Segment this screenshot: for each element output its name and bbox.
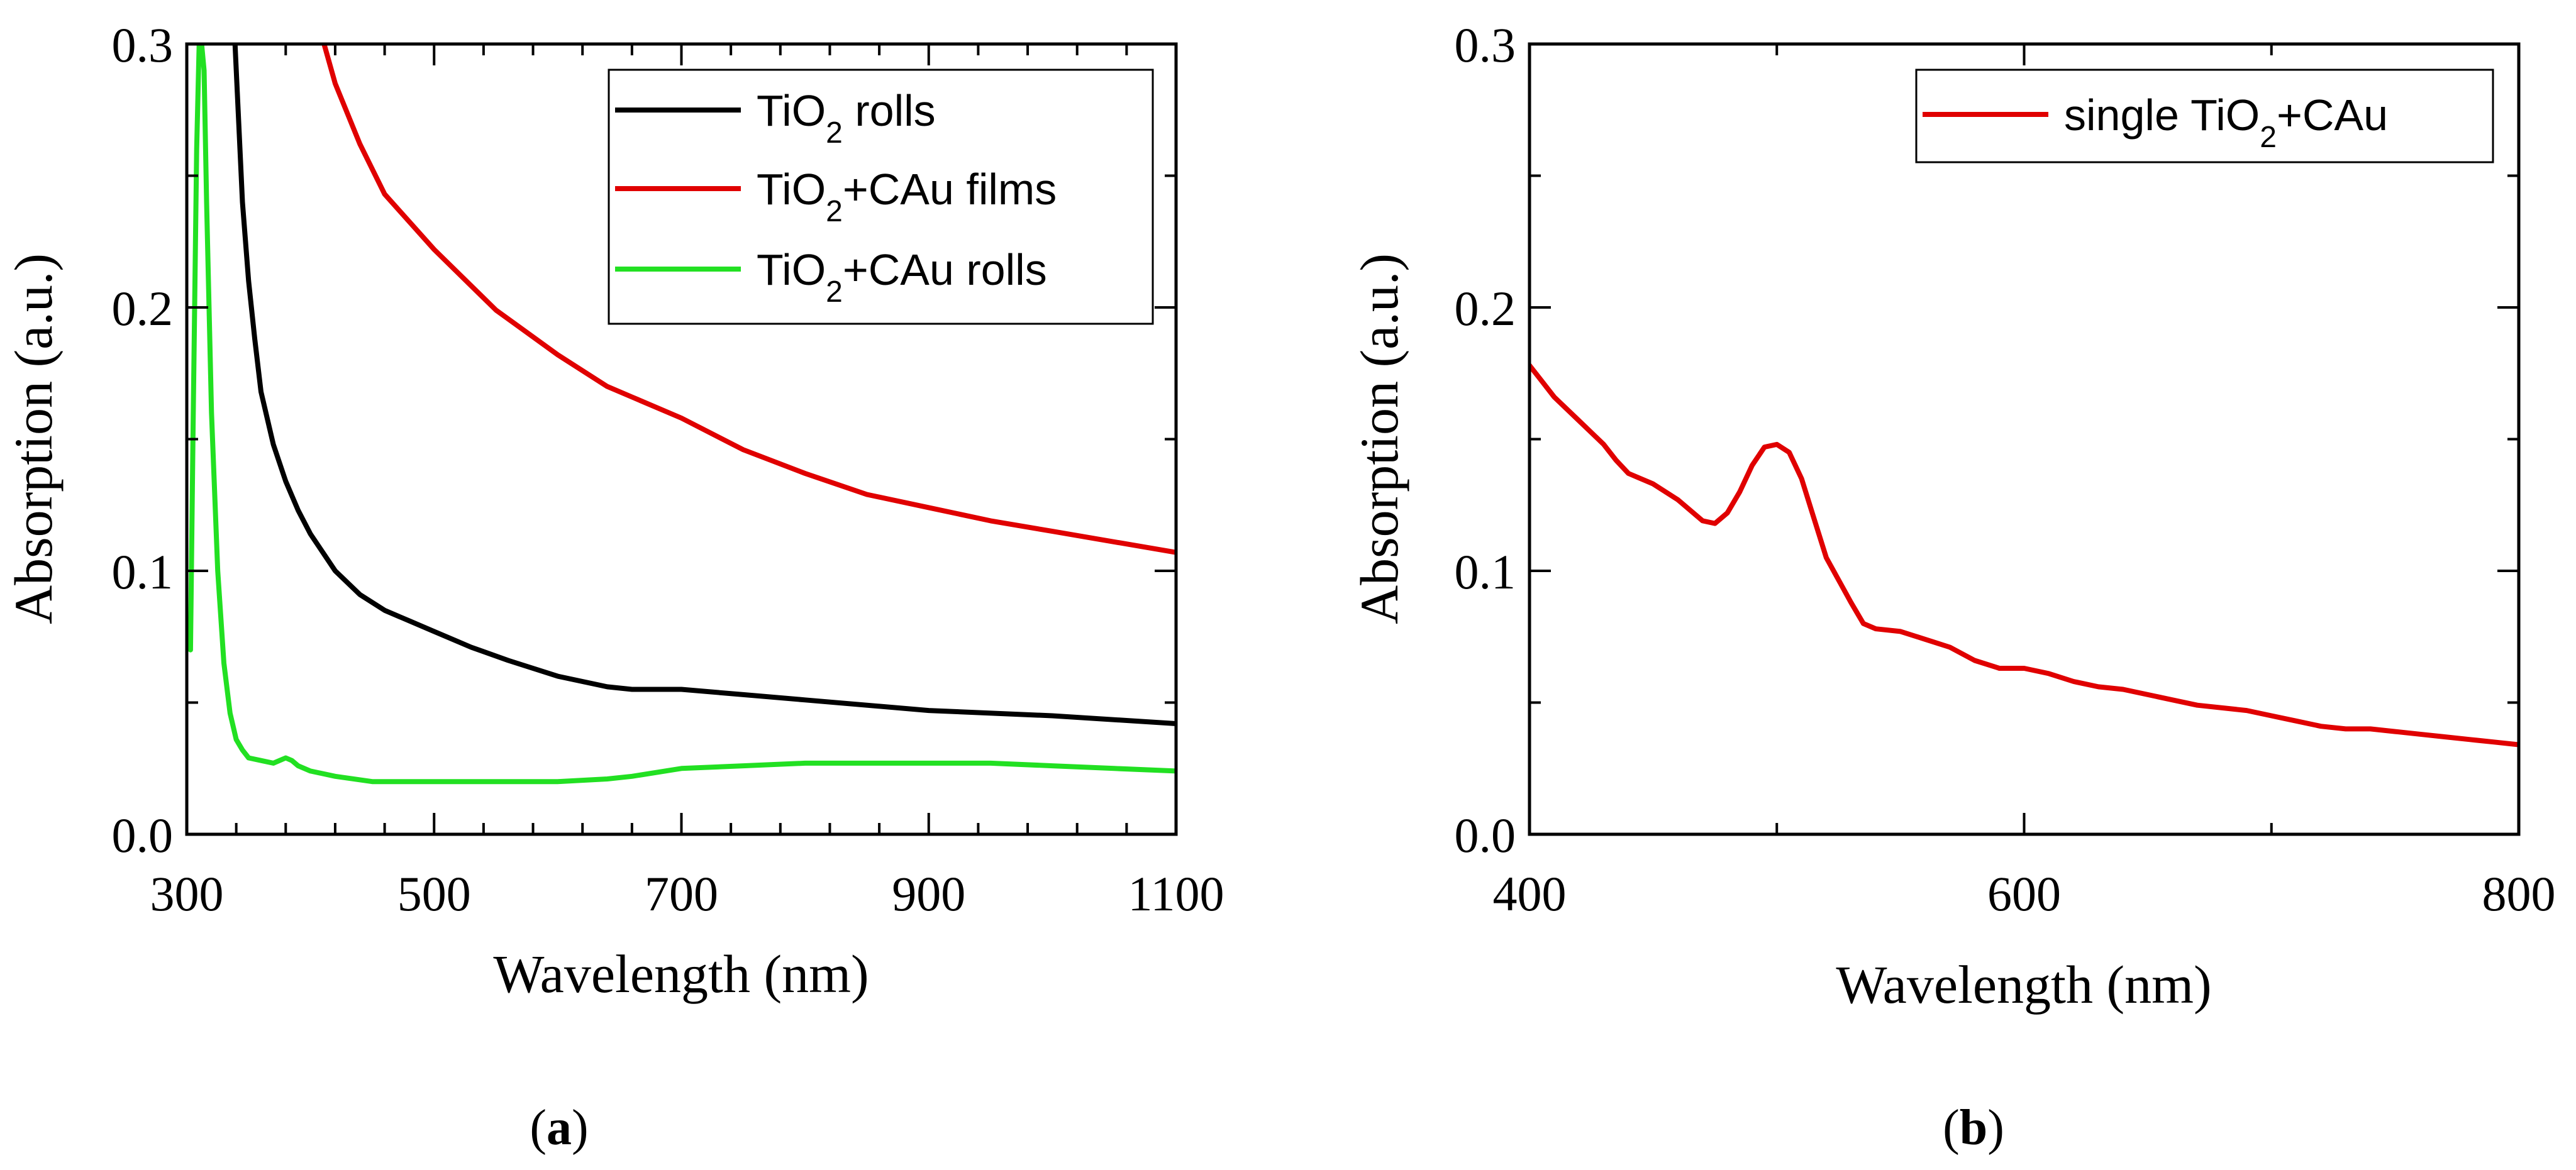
- panel-a-x-tick-label: 1100: [1128, 866, 1224, 921]
- panel-b-y-axis-title: Absorption (a.u.): [1349, 253, 1409, 624]
- panel-a-y-tick-label: 0.3: [112, 18, 174, 72]
- panel-a-series-line-1: [232, 44, 1176, 726]
- panel-a-series-line-2: [321, 44, 1176, 555]
- panel-b-x-tick-label: 600: [1987, 866, 2061, 921]
- panel-a-series-line-3: [187, 44, 1176, 785]
- panel-b-x-tick-label: 400: [1493, 866, 1567, 921]
- panel-b-series-line-1: [1530, 363, 2519, 748]
- panel-b-y-tick-label: 0.0: [1455, 808, 1516, 863]
- legend-item-single-tio2-cau: single TiO2+CAu: [1923, 91, 2388, 154]
- panel-a-ticks: 300 500 700 900 1100 0.0 0.1 0.2 0.3: [112, 18, 1224, 921]
- panel-b-plot-area: [1530, 363, 2519, 748]
- panel-a-chart: 300 500 700 900 1100 0.0 0.1 0.2 0.3 Wavelength …: [3, 18, 1224, 1156]
- panel-b-chart: 400 600 800 0.0 0.1 0.2 0.3 Wavelength (nm) Ab…: [1349, 18, 2556, 1156]
- panel-b-legend: single TiO2+CAu: [1915, 69, 2494, 163]
- panel-a-x-tick-label: 300: [150, 866, 224, 921]
- panel-a-x-tick-label: 900: [892, 866, 965, 921]
- panel-a-legend: TiO2 rolls TiO2+CAu films TiO2+CAu rolls: [608, 69, 1154, 325]
- legend-label-tio2-rolls: TiO2 rolls: [757, 86, 936, 150]
- panel-a-y-tick-label: 0.0: [112, 808, 174, 863]
- legend-label-single-tio2-cau: single TiO2+CAu: [2064, 91, 2388, 154]
- panel-b-label: (b): [1943, 1100, 2004, 1156]
- panel-a-y-axis-title: Absorption (a.u.): [3, 253, 64, 624]
- legend-item-tio2-cau-rolls: TiO2+CAu rolls: [615, 245, 1047, 309]
- panel-b-y-tick-label: 0.2: [1455, 281, 1516, 336]
- panel-a-x-tick-label: 700: [645, 866, 718, 921]
- legend-label-tio2-cau-films: TiO2+CAu films: [757, 165, 1057, 228]
- legend-label-tio2-cau-rolls: TiO2+CAu rolls: [757, 245, 1047, 309]
- panel-b-x-tick-label: 800: [2482, 866, 2556, 921]
- panel-b-y-tick-label: 0.1: [1455, 544, 1516, 599]
- panel-a-y-tick-label: 0.2: [112, 281, 174, 336]
- panel-b-x-axis-title: Wavelength (nm): [1836, 954, 2211, 1015]
- legend-item-tio2-cau-films: TiO2+CAu films: [615, 165, 1057, 228]
- panel-a-x-axis-title: Wavelength (nm): [493, 944, 869, 1004]
- panel-b-y-tick-label: 0.3: [1455, 18, 1516, 72]
- panel-a-frame: [185, 42, 1178, 836]
- legend-item-tio2-rolls: TiO2 rolls: [615, 86, 936, 150]
- panel-a-y-tick-label: 0.1: [112, 544, 174, 599]
- panel-b-frame: [1528, 42, 2521, 836]
- panel-a-x-tick-label: 500: [397, 866, 471, 921]
- panel-a-label: (a): [530, 1100, 588, 1156]
- panel-a-plot-area: [187, 44, 1176, 785]
